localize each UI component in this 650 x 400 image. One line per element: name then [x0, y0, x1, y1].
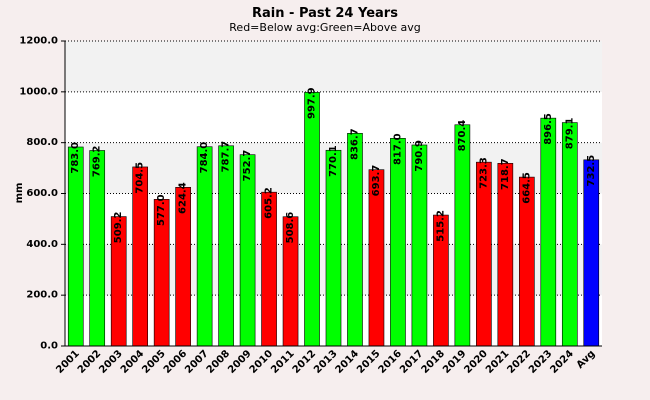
y-axis-label: mm: [14, 183, 25, 204]
bar: [304, 92, 320, 347]
data-label: 693.7: [371, 165, 382, 197]
data-label: 783.0: [70, 142, 81, 174]
x-tick-label: 2018: [420, 348, 447, 375]
y-tick-label: 200.0: [26, 290, 58, 301]
x-tick-label: 2004: [119, 348, 146, 375]
data-label: 515.2: [435, 210, 446, 242]
x-tick-label: 2019: [441, 348, 468, 375]
data-label: 577.0: [156, 194, 167, 226]
x-tick-label: 2008: [205, 348, 232, 375]
data-label: 836.7: [349, 128, 360, 160]
data-label: 704.5: [135, 162, 146, 194]
data-label: 508.6: [285, 212, 296, 244]
x-tick-label: 2007: [183, 348, 210, 375]
data-label: 718.7: [500, 158, 511, 190]
chart-subtitle: Red=Below avg:Green=Above avg: [229, 21, 420, 34]
x-tick-label: 2023: [527, 348, 554, 375]
x-tick-label: 2003: [97, 348, 124, 375]
y-axis-ticks: 0.0 200.0 400.0 600.0 800.0 1000.0 1200.0: [19, 36, 65, 352]
bar: [67, 146, 84, 347]
x-tick-label: 2005: [140, 348, 167, 375]
data-label: 879.1: [564, 118, 575, 150]
x-tick-label: 2002: [76, 348, 103, 375]
bar: [239, 154, 256, 347]
x-tick-label: 2020: [463, 348, 490, 375]
x-tick-label: 2014: [334, 348, 361, 375]
data-label: 770.1: [328, 145, 339, 177]
bar: [390, 138, 406, 347]
data-label: 870.4: [457, 120, 468, 152]
data-label: 664.5: [521, 172, 532, 204]
bar: [218, 145, 234, 347]
bar: [583, 159, 600, 347]
bar: [454, 124, 471, 347]
x-tick-label: 2017: [398, 348, 425, 375]
y-tick-label: 1200.0: [19, 36, 58, 47]
x-tick-label: 2015: [355, 348, 382, 375]
bar: [561, 122, 578, 347]
data-label: 787.7: [221, 141, 232, 173]
bar: [89, 150, 106, 347]
x-tick-label: 2022: [505, 348, 532, 375]
x-tick-label: 2016: [377, 348, 404, 375]
y-tick-label: 600.0: [26, 188, 58, 199]
data-label: 784.0: [199, 142, 210, 174]
plot-band: [65, 41, 602, 92]
x-axis-ticks: 2001200220032004200520062007200820092010…: [54, 348, 597, 375]
x-tick-label: 2021: [484, 348, 511, 375]
data-label: 769.2: [92, 145, 103, 177]
y-tick-label: 0.0: [40, 341, 58, 352]
plot-band: [65, 91, 602, 143]
data-label: 732.5: [586, 155, 597, 187]
x-tick-label: 2011: [269, 348, 296, 375]
data-label: 752.7: [242, 150, 253, 182]
x-tick-label: 2001: [54, 348, 81, 375]
x-tick-label: 2006: [162, 348, 189, 375]
x-tick-label: 2009: [226, 348, 253, 375]
data-label: 605.2: [264, 187, 275, 219]
data-label: 790.9: [414, 140, 425, 172]
bar: [325, 149, 342, 347]
x-tick-label: 2012: [291, 348, 318, 375]
data-label: 509.2: [113, 212, 124, 244]
data-labels: 783.0 769.2 509.2 704.5 577.0 624.4 784.0 787.7…: [70, 87, 597, 243]
bar: [411, 144, 428, 347]
y-tick-label: 800.0: [26, 137, 58, 148]
chart-title: Rain - Past 24 Years: [252, 6, 398, 21]
bar-series: [67, 92, 600, 347]
bar: [196, 146, 213, 347]
data-label: 723.3: [478, 157, 489, 189]
y-tick-label: 400.0: [26, 239, 58, 250]
data-label: 997.9: [307, 87, 318, 119]
bar: [540, 117, 557, 347]
x-tick-label: 2013: [312, 348, 339, 375]
data-label: 896.5: [543, 113, 554, 145]
x-tick-label: 2010: [248, 348, 275, 375]
bar: [347, 133, 363, 347]
x-tick-label: Avg: [575, 348, 598, 371]
y-tick-label: 1000.0: [19, 86, 58, 97]
data-label: 624.4: [178, 182, 189, 214]
x-tick-label: 2024: [548, 348, 575, 375]
data-label: 817.0: [392, 133, 403, 165]
